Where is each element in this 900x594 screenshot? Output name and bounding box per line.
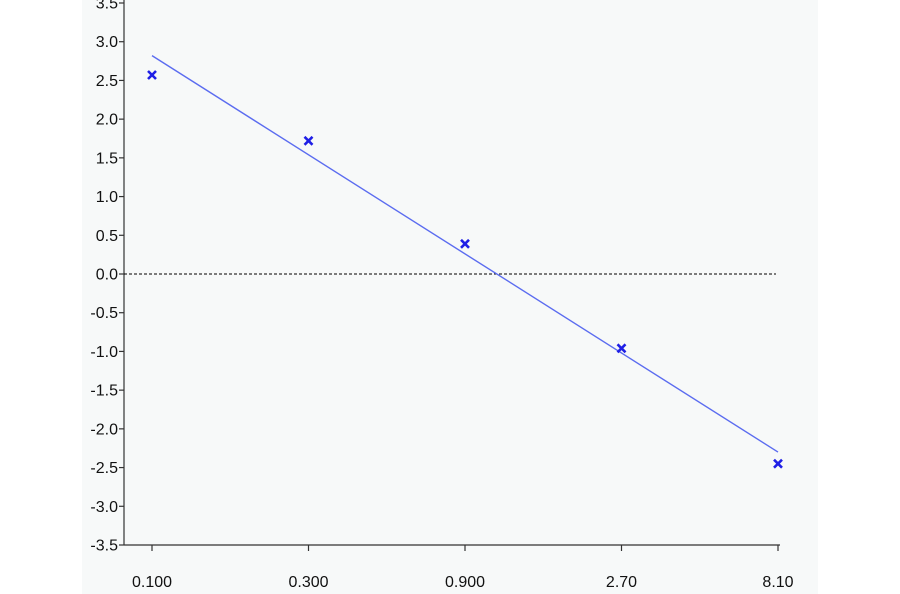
data-point (773, 458, 783, 469)
y-tick-label: 3.5 (96, 0, 118, 13)
y-tick-label: -3.0 (90, 499, 118, 516)
x-tick-label: 0.100 (132, 574, 172, 591)
y-tick-label: 0.5 (96, 228, 118, 245)
x-tick-label: 0.900 (445, 574, 485, 591)
data-point (303, 135, 314, 146)
y-tick-label: 1.0 (96, 189, 118, 206)
x-tick-label: 8.10 (762, 574, 793, 591)
y-tick-label: 2.5 (96, 73, 118, 90)
x-tick-label: 0.300 (288, 574, 328, 591)
data-point-stroke (773, 458, 783, 469)
y-tick-label: -1.0 (90, 344, 118, 361)
data-point (616, 343, 627, 354)
data-point-stroke (147, 70, 157, 80)
y-tick-label: 1.5 (96, 150, 118, 167)
y-tick-label: 3.0 (96, 34, 118, 51)
x-tick-label: 2.70 (606, 574, 637, 591)
data-point (147, 70, 157, 80)
regression-line (151, 55, 779, 453)
y-tick-label: 0.0 (96, 267, 118, 284)
data-point (460, 238, 470, 249)
y-tick-label: -2.0 (90, 421, 118, 438)
data-point-stroke (303, 135, 314, 146)
y-tick-label: 2.0 (96, 112, 118, 129)
y-tick-label: -2.5 (90, 460, 118, 477)
y-tick-label: -0.5 (90, 305, 118, 322)
data-point-stroke (460, 238, 470, 249)
data-point-stroke (616, 343, 627, 354)
plot-panel (82, 0, 818, 594)
y-tick-label: -3.5 (90, 538, 118, 555)
y-tick-label: -1.5 (90, 383, 118, 400)
